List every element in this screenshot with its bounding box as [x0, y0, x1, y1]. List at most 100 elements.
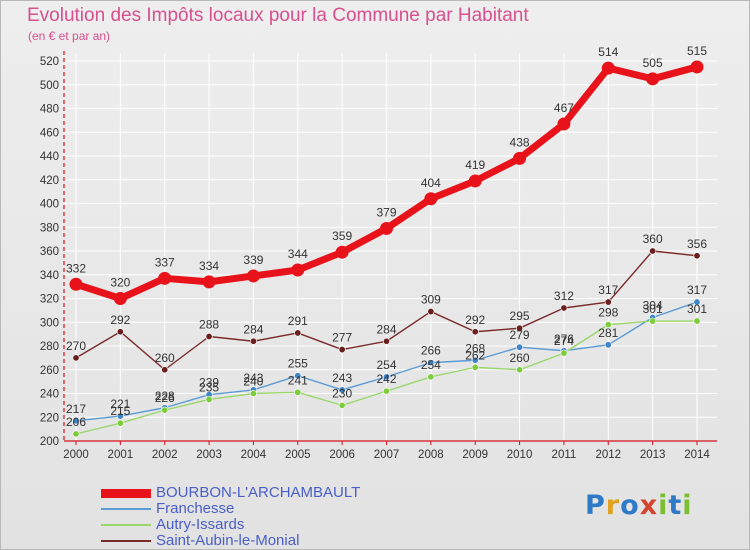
series-3-label-2003: 288 — [199, 318, 219, 332]
series-3-point-2007 — [382, 337, 390, 345]
series-2-point-2007 — [382, 387, 390, 395]
x-tick-label-2014: 2014 — [684, 449, 710, 461]
series-2-label-2004: 240 — [243, 375, 263, 389]
y-tick-label-520: 520 — [40, 56, 59, 68]
series-0-point-2013 — [646, 72, 660, 86]
series-2-label-2008: 254 — [421, 358, 441, 372]
series-1-label-2001: 221 — [110, 397, 130, 411]
series-0-point-2004 — [246, 269, 260, 283]
series-3-label-2005: 291 — [288, 314, 308, 328]
series-1-point-2010 — [516, 343, 524, 351]
series-3-point-2008 — [427, 308, 435, 316]
logo-letter: o — [620, 490, 640, 521]
series-0-label-2001: 320 — [110, 276, 130, 290]
x-tick-label-2010: 2010 — [507, 449, 533, 461]
series-0-point-2006 — [335, 245, 349, 259]
series-3-label-2014: 356 — [687, 237, 707, 251]
series-2-label-2007: 242 — [376, 372, 396, 386]
series-2-point-2004 — [249, 389, 257, 397]
y-tick-label-200: 200 — [40, 436, 59, 448]
series-0-point-2011 — [557, 117, 571, 131]
series-2-label-2002: 226 — [155, 391, 175, 405]
series-3-point-2011 — [560, 304, 568, 312]
series-3-point-2012 — [604, 298, 612, 306]
series-3-label-2010: 295 — [510, 309, 530, 323]
series-0-label-2005: 344 — [288, 247, 308, 261]
series-2-point-2011 — [560, 349, 568, 357]
series-3-point-2014 — [693, 252, 701, 260]
series-1-point-2007 — [382, 373, 390, 381]
series-3-label-2006: 277 — [332, 331, 352, 345]
data-labels: 332 320 337 334 339 344 359 379 404 419 438 467 514 5… — [66, 44, 707, 429]
x-tick-label-2000: 2000 — [63, 449, 89, 461]
legend-label-1: Franchesse — [156, 500, 235, 517]
series-3-point-2003 — [205, 332, 213, 340]
series-2-label-2013: 301 — [643, 302, 663, 316]
series-1-label-2008: 266 — [421, 344, 441, 358]
y-tick-label-400: 400 — [40, 199, 59, 211]
y-tick-label-460: 460 — [40, 127, 59, 139]
logo-letter: t — [668, 490, 683, 521]
series-0-point-2003 — [202, 275, 216, 289]
series-2-point-2003 — [205, 395, 213, 403]
x-tick-label-2004: 2004 — [241, 449, 267, 461]
series-1-label-2011: 276 — [554, 332, 574, 346]
y-tick-label-240: 240 — [40, 389, 59, 401]
series-1-point-2006 — [338, 386, 346, 394]
y-tick-label-300: 300 — [40, 317, 59, 329]
logo-letter: i — [658, 490, 669, 521]
x-tick-label-2013: 2013 — [640, 449, 666, 461]
y-tick-label-340: 340 — [40, 270, 59, 282]
series-2-label-2001: 215 — [110, 404, 130, 418]
x-tick-label-2002: 2002 — [152, 449, 178, 461]
y-tick-label-260: 260 — [40, 365, 59, 377]
series-2-point-2012 — [604, 321, 612, 329]
series-0-point-2007 — [380, 221, 393, 235]
series-0-label-2014: 515 — [687, 44, 707, 58]
series-2-label-2000: 206 — [66, 415, 86, 429]
x-tick-label-2005: 2005 — [285, 449, 311, 461]
series-0-point-2009 — [468, 174, 482, 188]
legend-swatch-0 — [101, 489, 151, 498]
series-2-point-2002 — [161, 406, 169, 414]
series-0-label-2003: 334 — [199, 259, 219, 273]
series-3-label-2012: 317 — [598, 283, 618, 297]
series-3-label-2013: 360 — [643, 232, 663, 246]
series-1-point-2001 — [116, 412, 124, 420]
series-0-label-2012: 514 — [598, 45, 618, 59]
legend-swatch-2 — [101, 524, 151, 526]
series-2-point-2001 — [116, 419, 124, 427]
series-2-point-2005 — [294, 388, 302, 396]
series-3-point-2009 — [471, 328, 479, 336]
x-tick-label-2006: 2006 — [329, 449, 355, 461]
logo-letter: r — [605, 490, 621, 521]
series-2-label-2010: 260 — [510, 351, 530, 365]
series-0-point-2008 — [424, 192, 438, 206]
series-2-label-2014: 301 — [687, 302, 707, 316]
x-tick-label-2008: 2008 — [418, 449, 444, 461]
series-1-label-2014: 317 — [687, 283, 707, 297]
series-2-label-2006: 230 — [332, 386, 352, 400]
series-3-point-2004 — [249, 337, 257, 345]
series-3-label-2004: 284 — [243, 322, 263, 336]
y-tick-label-380: 380 — [40, 222, 59, 234]
x-tick-label-2007: 2007 — [374, 449, 400, 461]
series-2-point-2014 — [693, 317, 701, 325]
series-0-label-2010: 438 — [510, 135, 530, 149]
axes: 200 220 240 260 280 300 320 340 360 380 400 420 440 4… — [40, 51, 717, 461]
series-1-point-2008 — [427, 359, 435, 367]
legend-label-2: Autry-Issards — [156, 516, 245, 533]
series-0-label-2002: 337 — [155, 255, 175, 269]
series-0-label-2007: 379 — [376, 205, 396, 219]
y-tick-label-320: 320 — [40, 294, 59, 306]
series-1-label-2007: 254 — [376, 358, 396, 372]
logo-letter: x — [639, 490, 659, 521]
series-3-point-2000 — [72, 354, 80, 362]
legend-swatch-3 — [101, 540, 151, 542]
series-0-label-2004: 339 — [243, 253, 263, 267]
series-2-label-2012: 298 — [598, 306, 618, 320]
series-1-point-2012 — [604, 341, 612, 349]
series-2-point-2006 — [338, 401, 346, 409]
series-1-label-2004: 243 — [243, 371, 263, 385]
